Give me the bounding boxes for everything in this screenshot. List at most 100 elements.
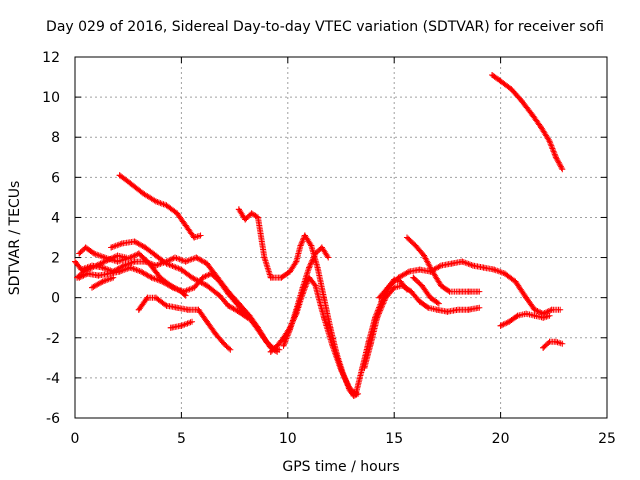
data-point [184, 306, 191, 313]
data-point [352, 390, 359, 397]
x-tick-label: 15 [385, 431, 403, 447]
data-point [131, 258, 138, 265]
data-point [506, 318, 513, 325]
data-point [325, 254, 332, 261]
data-point [97, 260, 104, 267]
data-point [514, 312, 521, 319]
data-point [178, 266, 185, 273]
data-point [420, 252, 427, 259]
data-point [108, 244, 115, 251]
series-trace [116, 172, 202, 241]
data-point [459, 258, 466, 265]
data-point [538, 124, 545, 131]
chart-title: Day 029 of 2016, Sidereal Day-to-day VTE… [46, 19, 604, 35]
data-point [227, 346, 234, 353]
data-point [267, 274, 274, 281]
data-point [106, 256, 113, 263]
data-point [89, 264, 96, 271]
data-point [174, 210, 181, 217]
y-tick-label: 0 [51, 291, 60, 307]
data-point [278, 274, 285, 281]
data-point [114, 252, 121, 259]
axis-ticks: 0 5 10 15 20 25 -6 -4 -2 0 2 4 6 8 10 12 [42, 50, 616, 447]
x-tick-label: 5 [177, 431, 186, 447]
data-point [318, 244, 325, 251]
data-point [189, 274, 196, 281]
data-point [518, 98, 525, 105]
y-tick-label: -4 [46, 371, 60, 387]
data-point [80, 268, 87, 275]
data-point [523, 310, 530, 317]
data-point [225, 302, 232, 309]
data-point [152, 262, 159, 269]
data-point [95, 272, 102, 279]
data-point [433, 306, 440, 313]
data-point [403, 286, 410, 293]
y-tick-label: -6 [46, 411, 60, 427]
data-point [501, 270, 508, 277]
data-point [465, 288, 472, 295]
data-point [406, 268, 413, 275]
data-point [382, 294, 389, 301]
data-point [416, 266, 423, 273]
data-point [127, 180, 134, 187]
data-point [235, 206, 242, 213]
data-point [76, 250, 83, 257]
data-point [203, 260, 210, 267]
data-point [446, 288, 453, 295]
data-point [142, 258, 149, 265]
series-arc-11 [267, 274, 359, 397]
data-point [169, 284, 176, 291]
data-point [182, 258, 189, 265]
data-point [118, 240, 125, 247]
series-arc-13 [352, 258, 564, 397]
data-point [163, 202, 170, 209]
data-point [140, 190, 147, 197]
data-point [274, 348, 281, 355]
data-point [410, 274, 417, 281]
data-point [242, 216, 249, 223]
data-point [242, 310, 249, 317]
data-point [559, 166, 566, 173]
series-arc-7 [89, 274, 117, 291]
data-point [152, 294, 159, 301]
data-point [123, 254, 130, 261]
data-point [208, 270, 215, 277]
series-arc-17 [410, 274, 442, 307]
data-point [127, 264, 134, 271]
x-axis-label: GPS time / hours [282, 459, 399, 475]
y-tick-label: 8 [51, 130, 60, 146]
series-trace [352, 258, 562, 397]
data-point [116, 172, 123, 179]
data-point [531, 306, 538, 313]
data-point [280, 342, 287, 349]
grid-lines [75, 57, 607, 418]
data-point [476, 288, 483, 295]
data-point [540, 344, 547, 351]
data-point [216, 292, 223, 299]
data-point [225, 290, 232, 297]
series-trace [167, 319, 194, 331]
series-arc-15 [376, 276, 410, 301]
series-arc-1 [116, 172, 204, 241]
data-point [403, 234, 410, 241]
data-point [465, 306, 472, 313]
data-point [195, 306, 202, 313]
series-trace [540, 338, 564, 351]
data-point [306, 264, 313, 271]
y-tick-label: -2 [46, 331, 60, 347]
data-point [346, 384, 353, 391]
data-point [137, 268, 144, 275]
data-point [99, 264, 106, 271]
data-point [552, 154, 559, 161]
data-point [557, 306, 564, 313]
data-point [110, 274, 117, 281]
y-axis-label: SDTVAR / TECUs [7, 181, 23, 296]
data-point [163, 258, 170, 265]
data-point [197, 232, 204, 239]
data-point [559, 340, 566, 347]
plot-frame [74, 56, 608, 419]
data-point [255, 214, 262, 221]
data-point [308, 242, 315, 249]
data-point [489, 72, 496, 79]
